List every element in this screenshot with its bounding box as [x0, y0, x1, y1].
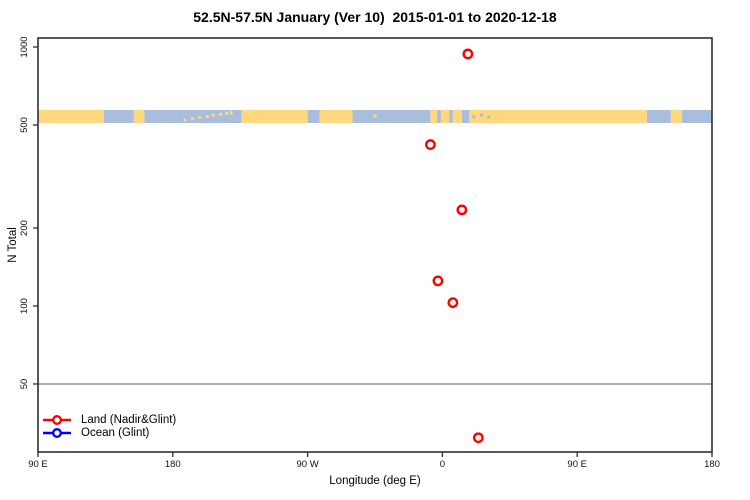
- legend: Land (Nadir&Glint) Ocean (Glint): [42, 413, 176, 439]
- map-band-segment-ocean: [103, 110, 134, 123]
- data-point-land: [425, 139, 436, 150]
- map-band-land-speck: [190, 117, 194, 121]
- land-series-marker-icon: [43, 414, 71, 425]
- x-tick-label: 90 E: [567, 459, 587, 470]
- map-band-segment-ocean: [449, 110, 453, 123]
- legend-label-ocean: Ocean (Glint): [81, 426, 150, 439]
- x-tick-label: 180: [704, 459, 720, 470]
- map-band-ocean-speck: [487, 115, 491, 119]
- map-band-segment-land: [133, 110, 145, 123]
- data-point-land: [456, 204, 468, 216]
- map-band-segment-ocean: [352, 110, 431, 123]
- plot-box: [37, 37, 713, 453]
- data-point-land: [462, 48, 474, 60]
- map-band-segment-land: [452, 110, 462, 123]
- map-band-segment-land: [430, 110, 438, 123]
- legend-row-ocean: Ocean (Glint): [42, 426, 176, 439]
- y-tick-label: 1000: [19, 36, 30, 57]
- map-band-land-speck: [373, 114, 377, 118]
- data-point-land: [447, 297, 459, 309]
- map-band-land-speck: [219, 112, 223, 116]
- map-band-segment-ocean: [461, 110, 470, 123]
- map-band-land-speck: [205, 115, 209, 118]
- y-tick-label: 500: [19, 117, 30, 133]
- map-band-land-speck: [211, 113, 215, 117]
- map-band-segment-ocean: [437, 110, 441, 123]
- y-tick-label: 200: [19, 220, 30, 236]
- legend-row-land: Land (Nadir&Glint): [42, 413, 176, 426]
- x-tick-label: 90 W: [297, 459, 319, 470]
- x-tick-label: 90 E: [28, 459, 48, 470]
- ocean-series-marker-icon: [43, 427, 71, 438]
- map-band-segment-land: [319, 110, 353, 123]
- map-band-segment-ocean: [646, 110, 671, 123]
- y-tick-label: 50: [19, 379, 30, 390]
- map-band-segment-land: [241, 110, 308, 123]
- map-band-segment-land: [38, 110, 104, 123]
- map-band-segment-ocean: [144, 110, 242, 123]
- map-band-land-speck: [183, 118, 187, 122]
- map-band-ocean-speck: [479, 113, 483, 117]
- y-tick-label: 100: [19, 298, 30, 314]
- map-band-segment-land: [440, 110, 450, 123]
- x-tick-label: 180: [165, 459, 181, 470]
- legend-label-land: Land (Nadir&Glint): [81, 413, 177, 426]
- data-point-land: [472, 432, 484, 444]
- map-band-land-speck: [225, 111, 229, 115]
- map-band-segment-ocean: [682, 110, 712, 123]
- data-point-land: [432, 275, 444, 287]
- map-band-land-speck: [198, 116, 202, 119]
- map-band-segment-ocean: [307, 110, 320, 123]
- map-band-land-speck: [229, 111, 233, 115]
- map-band-segment-land: [670, 110, 683, 123]
- x-axis-title: Longitude (deg E): [329, 475, 421, 487]
- x-tick-label: 0: [440, 459, 445, 470]
- map-band-segment-land: [469, 110, 647, 123]
- map-band-ocean-speck: [472, 115, 476, 119]
- chart-title: 52.5N-57.5N January (Ver 10) 2015-01-01 …: [193, 9, 557, 25]
